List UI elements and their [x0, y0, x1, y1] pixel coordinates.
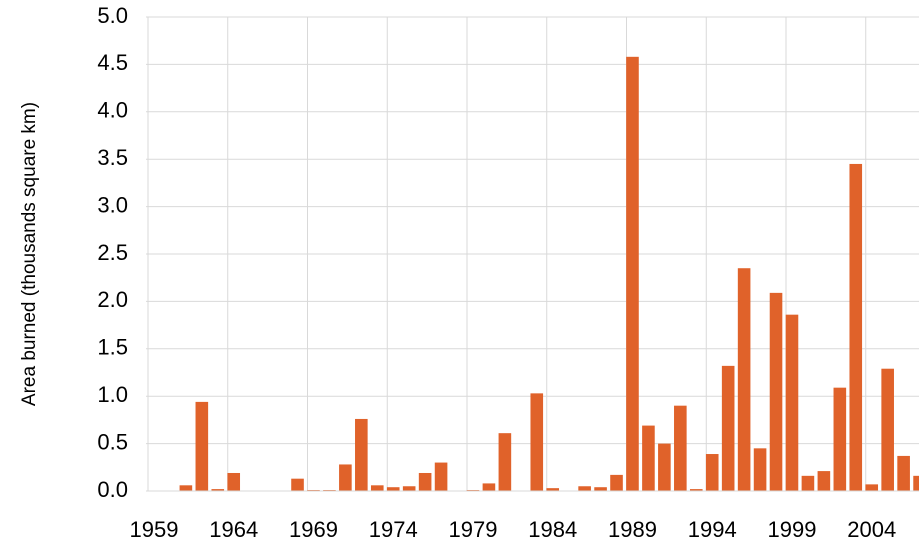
x-tick-label: 1999 — [767, 517, 816, 542]
bar — [705, 454, 719, 491]
x-tick-label: 1974 — [369, 517, 418, 542]
x-tick-label: 1984 — [528, 517, 577, 542]
bar — [291, 478, 304, 491]
bar — [339, 464, 352, 491]
bar — [753, 448, 767, 491]
x-tick-label: 1979 — [448, 517, 497, 542]
bar — [530, 393, 544, 491]
bar — [434, 462, 448, 491]
x-tick-label: 1989 — [608, 517, 657, 542]
bar — [578, 486, 591, 491]
bar — [418, 472, 432, 491]
bar — [594, 487, 607, 491]
bar — [801, 475, 815, 491]
bar — [610, 474, 623, 491]
bar — [913, 475, 919, 491]
bar — [865, 484, 879, 491]
x-tick-label: 1994 — [688, 517, 737, 542]
x-tick-label: 1959 — [129, 517, 178, 542]
bar — [370, 485, 384, 491]
bar — [498, 433, 512, 491]
bar — [402, 486, 416, 491]
bar — [482, 483, 496, 491]
y-tick-label: 0.5 — [97, 429, 128, 454]
y-tick-label: 2.0 — [97, 287, 128, 312]
y-tick-label: 4.0 — [97, 98, 128, 123]
y-tick-label: 5.0 — [97, 3, 128, 28]
bar — [626, 56, 639, 491]
y-tick-label: 2.5 — [97, 240, 128, 265]
bar — [689, 489, 703, 491]
bar — [195, 401, 209, 491]
y-tick-label: 3.0 — [97, 192, 128, 217]
bar — [849, 163, 863, 491]
bar — [817, 471, 831, 491]
y-axis-label: Area burned (thousands square km) — [19, 102, 40, 406]
bar — [179, 485, 193, 491]
bar — [769, 292, 783, 491]
bar — [227, 472, 241, 491]
y-tick-label: 3.5 — [97, 145, 128, 170]
y-tick-label: 1.0 — [97, 382, 128, 407]
bar — [833, 387, 847, 491]
y-tick-label: 1.5 — [97, 335, 128, 360]
bar — [674, 405, 687, 491]
bar — [355, 418, 368, 491]
x-tick-label: 1969 — [289, 517, 338, 542]
bar — [642, 425, 655, 491]
bar — [546, 488, 560, 491]
x-tick-label: 2004 — [847, 517, 896, 542]
y-tick-label: 4.5 — [97, 50, 128, 75]
bar — [721, 365, 735, 491]
bar — [386, 487, 400, 491]
bar — [881, 368, 894, 491]
bar — [737, 268, 751, 491]
bar — [897, 455, 910, 491]
bar — [211, 489, 225, 491]
x-tick-label: 1964 — [209, 517, 258, 542]
bar — [785, 314, 799, 491]
y-tick-label: 0.0 — [97, 477, 128, 502]
bar — [658, 443, 671, 491]
